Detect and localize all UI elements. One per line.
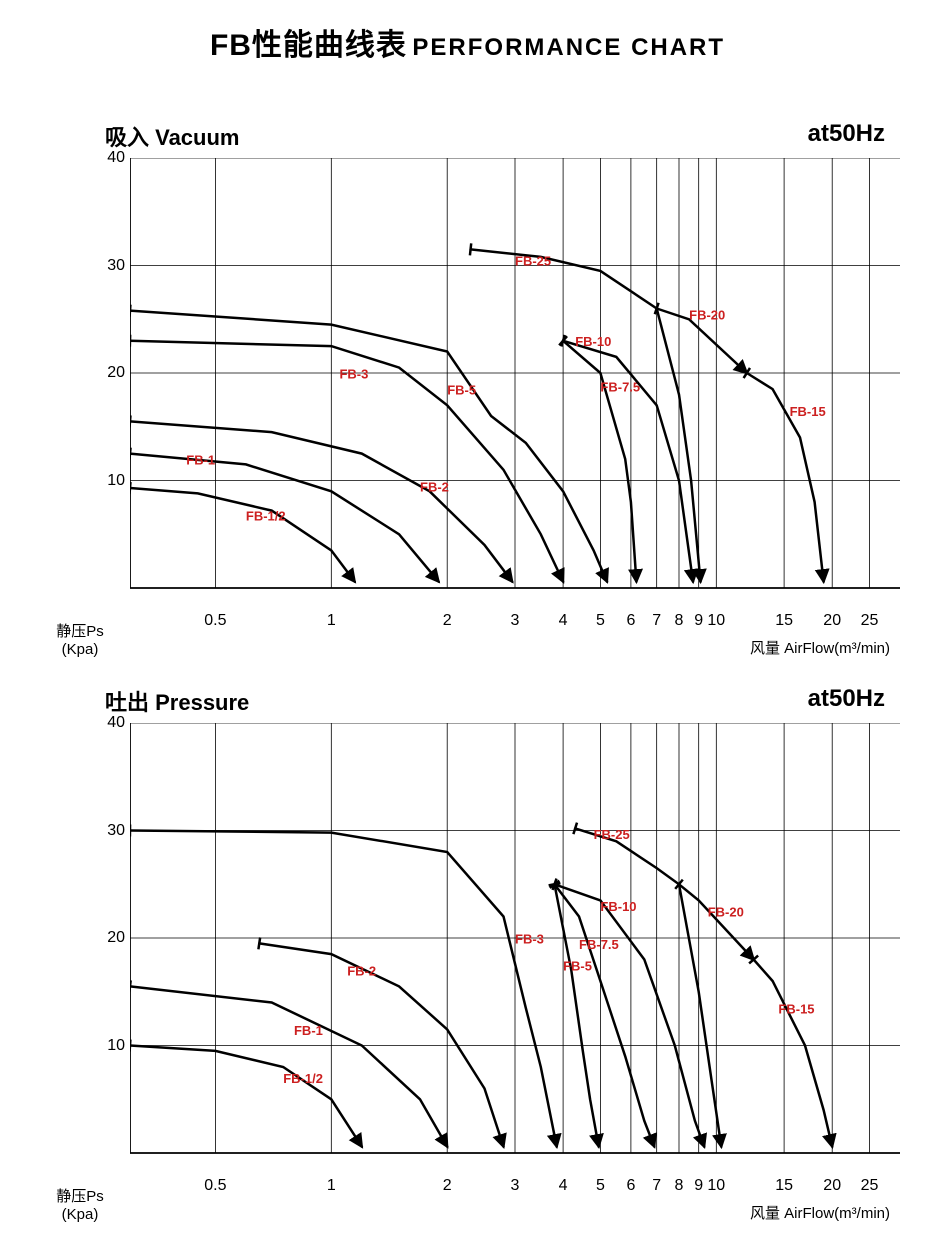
x-tick: 8 [675,1177,684,1195]
vacuum-plot: 102030400.512345678910152025静压Ps(Kpa)风量 … [45,158,905,608]
x-tick: 0.5 [204,1177,226,1195]
curve-label-FB-10: FB-10 [575,334,611,349]
page: FB性能曲线表 PERFORMANCE CHART 吸入 Vacuum at50… [0,0,935,1250]
curve-label-FB-25: FB-25 [515,254,551,269]
x-tick: 3 [511,612,520,630]
x-tick: 0.5 [204,612,226,630]
x-tick: 20 [823,612,841,630]
x-tick: 4 [559,612,568,630]
x-axis-label: 风量 AirFlow(m³/min) [750,1202,890,1223]
plot-svg: FB-1/2 FB-1 FB-2 FB-3 FB-5 FB-7.5 FB-10 FB-15 FB… [130,723,900,1157]
curve-label-FB-15: FB-15 [790,404,826,419]
x-tick: 25 [861,1177,879,1195]
curve-label-FB-20: FB-20 [708,905,744,920]
x-tick: 15 [775,1177,793,1195]
y-tick: 10 [95,472,125,490]
curve-FB-1/2 [130,1046,362,1147]
curve-label-FB-10: FB-10 [600,899,636,914]
x-tick: 2 [443,1177,452,1195]
plot-svg: FB-1/2 FB-1 FB-2 FB-3 FB-5 FB-7.5 FB-10 FB-15 FB… [130,158,900,592]
title-cn: FB性能曲线表 [210,29,407,62]
y-tick: 20 [95,364,125,382]
pressure-freq: at50Hz [808,685,885,713]
curve-label-FB-7.5: FB-7.5 [600,379,640,394]
vacuum-subtitle: 吸入 Vacuum [105,120,905,152]
curve-label-FB-1: FB-1 [294,1023,323,1038]
y-tick: 40 [95,149,125,167]
curve-label-FB-20: FB-20 [689,307,725,322]
x-tick: 15 [775,612,793,630]
x-tick: 10 [707,1177,725,1195]
x-tick: 9 [694,612,703,630]
x-tick: 10 [707,612,725,630]
curve-label-FB-25: FB-25 [594,827,630,842]
y-tick: 10 [95,1037,125,1055]
y-tick: 30 [95,257,125,275]
curve-FB-2 [259,943,503,1146]
x-tick: 3 [511,1177,520,1195]
curve-label-FB-7.5: FB-7.5 [579,937,619,952]
x-tick: 6 [626,1177,635,1195]
pressure-subtitle: 吐出 Pressure [105,685,905,717]
curve-FB-1 [130,986,447,1146]
curve-FB-1/2 [130,488,355,582]
curve-FB-5 [555,884,599,1146]
x-tick: 5 [596,612,605,630]
pressure-chart-block: 吐出 Pressure at50Hz 102030400.51234567891… [45,685,905,1173]
curve-label-FB-1: FB-1 [186,452,215,467]
y-tick: 40 [95,714,125,732]
x-tick: 8 [675,612,684,630]
pressure-plot: 102030400.512345678910152025静压Ps(Kpa)风量 … [45,723,905,1173]
x-tick: 1 [327,1177,336,1195]
title-en: PERFORMANCE CHART [412,34,725,61]
curve-label-FB-1/2: FB-1/2 [246,508,286,523]
x-tick: 1 [327,612,336,630]
curve-label-FB-1/2: FB-1/2 [283,1071,323,1086]
x-tick: 25 [861,612,879,630]
x-tick: 5 [596,1177,605,1195]
curve-label-FB-3: FB-3 [339,366,368,381]
curve-label-FB-2: FB-2 [420,479,449,494]
curve-label-FB-2: FB-2 [347,964,376,979]
x-tick: 7 [652,612,661,630]
curve-label-FB-15: FB-15 [778,1001,814,1016]
y-tick: 20 [95,929,125,947]
x-tick: 20 [823,1177,841,1195]
curve-FB-3 [130,831,557,1147]
x-tick: 2 [443,612,452,630]
curve-FB-2 [130,421,512,581]
y-tick: 30 [95,822,125,840]
vacuum-freq: at50Hz [808,120,885,148]
y-axis-label: 静压Ps(Kpa) [40,620,120,658]
x-tick: 4 [559,1177,568,1195]
curve-FB-7.5 [555,884,655,1146]
y-axis-label: 静压Ps(Kpa) [40,1185,120,1223]
curve-label-FB-5: FB-5 [447,383,476,398]
curve-label-FB-5: FB-5 [563,958,592,973]
main-title: FB性能曲线表 PERFORMANCE CHART [0,20,935,64]
x-tick: 7 [652,1177,661,1195]
curve-FB-7.5 [563,341,636,582]
curve-FB-25 [575,828,721,1146]
curve-FB-25 [471,249,701,581]
curve-FB-5 [130,311,607,582]
curve-FB-15 [754,960,833,1147]
x-axis-label: 风量 AirFlow(m³/min) [750,637,890,658]
vacuum-chart-block: 吸入 Vacuum at50Hz 102030400.5123456789101… [45,120,905,608]
x-tick: 9 [694,1177,703,1195]
x-tick: 6 [626,612,635,630]
curve-label-FB-3: FB-3 [515,931,544,946]
